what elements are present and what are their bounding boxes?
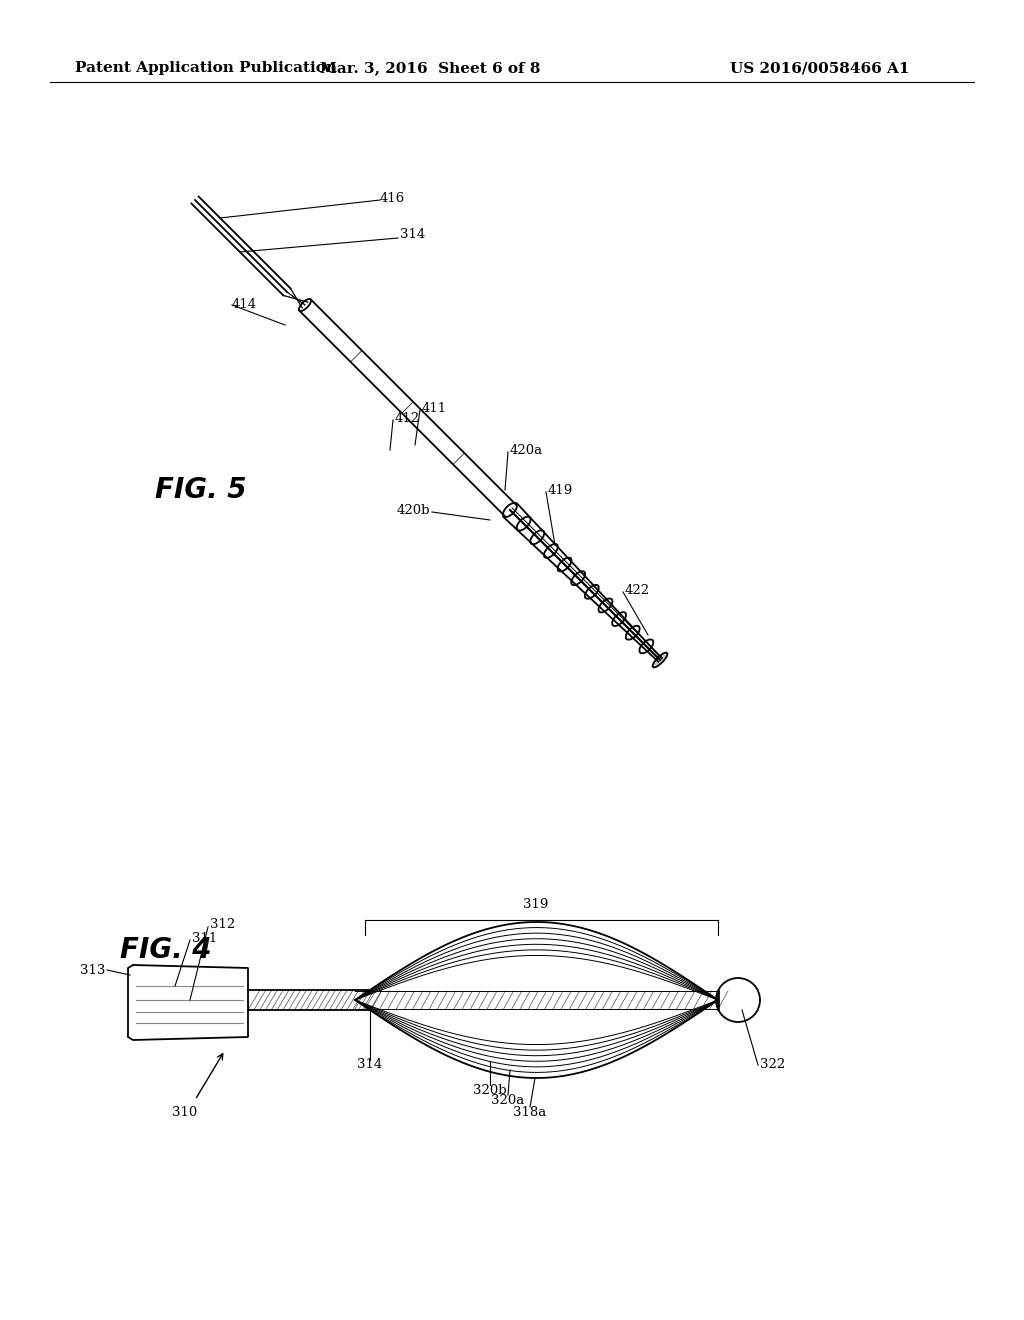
Text: 414: 414	[232, 298, 257, 312]
Text: FIG. 4: FIG. 4	[120, 936, 212, 964]
Text: 314: 314	[400, 228, 425, 242]
Text: 310: 310	[172, 1106, 198, 1118]
Text: 422: 422	[625, 583, 650, 597]
Text: 411: 411	[422, 401, 447, 414]
Text: 412: 412	[395, 412, 420, 425]
Text: 420a: 420a	[510, 444, 543, 457]
Text: US 2016/0058466 A1: US 2016/0058466 A1	[730, 61, 909, 75]
Text: 320a: 320a	[492, 1093, 524, 1106]
Text: 416: 416	[380, 191, 406, 205]
Text: 312: 312	[210, 919, 236, 932]
Text: 318a: 318a	[513, 1106, 547, 1118]
Text: Patent Application Publication: Patent Application Publication	[75, 61, 337, 75]
Text: 313: 313	[80, 964, 105, 977]
Text: 419: 419	[548, 483, 573, 496]
Text: 319: 319	[523, 899, 549, 912]
Text: Mar. 3, 2016  Sheet 6 of 8: Mar. 3, 2016 Sheet 6 of 8	[319, 61, 541, 75]
Text: FIG. 5: FIG. 5	[155, 477, 247, 504]
Text: 311: 311	[193, 932, 217, 945]
Text: 320b: 320b	[473, 1084, 507, 1097]
Ellipse shape	[652, 652, 668, 668]
Text: 314: 314	[357, 1059, 383, 1072]
Text: 420b: 420b	[396, 503, 430, 516]
Text: 322: 322	[760, 1059, 785, 1072]
